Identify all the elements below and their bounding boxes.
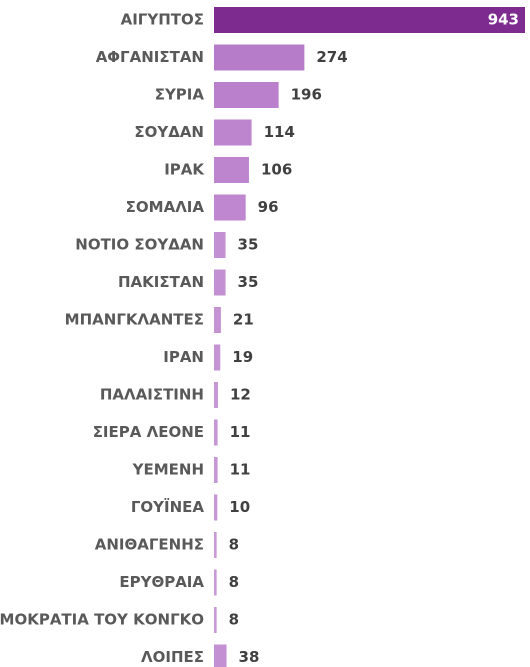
category-label: ΣΟΜΑΛΙΑ (126, 198, 205, 216)
bar (214, 569, 217, 596)
bar (214, 232, 226, 258)
value-label: 11 (230, 423, 251, 441)
bar (214, 7, 525, 33)
value-label: 8 (229, 536, 239, 554)
category-label: ΑΙΓΥΠΤΟΣ (121, 11, 204, 29)
bar (214, 457, 218, 483)
value-label: 21 (233, 311, 254, 329)
value-label: 35 (238, 236, 259, 254)
category-label: ΕΡΥΘΡΑΙΑ (119, 573, 204, 591)
category-label: ΝΟΤΙΟ ΣΟΥΔΑΝ (75, 236, 204, 254)
category-label: ΑΦΓΑΝΙΣΤΑΝ (96, 48, 204, 66)
bar (214, 44, 305, 71)
bar (214, 607, 217, 633)
value-label: 11 (230, 461, 251, 479)
value-label: 943 (488, 11, 519, 29)
category-label: ΔΗΜΟΚΡΑΤΙΑ ΤΟΥ ΚΟΝΓΚΟ (0, 611, 204, 629)
value-label: 8 (229, 611, 239, 629)
value-label: 114 (264, 123, 295, 141)
value-label: 12 (230, 386, 251, 404)
bar (214, 119, 252, 146)
value-label: 10 (229, 498, 250, 516)
bar (214, 157, 249, 183)
category-label: ΣΥΡΙΑ (155, 86, 205, 104)
bar (214, 194, 246, 221)
bar (214, 419, 218, 446)
bar (214, 307, 221, 333)
category-label: ΥΕΜΕΝΗ (132, 461, 204, 479)
value-label: 274 (316, 48, 347, 66)
bar (214, 344, 221, 371)
value-label: 96 (258, 198, 279, 216)
value-label: 35 (238, 273, 259, 291)
category-label: ΓΟΥΪΝΕΑ (131, 497, 205, 516)
value-label: 19 (232, 348, 253, 366)
category-label: ΙΡΑΚ (164, 161, 205, 179)
value-label: 38 (239, 648, 260, 666)
category-label: ΛΟΙΠΕΣ (141, 648, 204, 666)
category-label: ΙΡΑΝ (163, 348, 204, 366)
category-label: ΠΑΛΑΙΣΤΙΝΗ (100, 386, 204, 404)
bar (214, 494, 218, 521)
bar (214, 382, 218, 408)
category-label: ΜΠΑΝΓΚΛΑΝΤΕΣ (65, 311, 204, 329)
category-label: ΣΟΥΔΑΝ (134, 123, 204, 141)
category-label: ΑΝΙΘΑΓΕΝΗΣ (95, 536, 204, 554)
value-label: 106 (261, 161, 292, 179)
value-label: 8 (229, 573, 239, 591)
bar (214, 532, 217, 558)
bar (214, 82, 279, 108)
bar (214, 269, 226, 296)
category-label: ΠΑΚΙΣΤΑΝ (118, 273, 204, 291)
bar (214, 644, 227, 667)
value-label: 196 (291, 86, 322, 104)
category-label: ΣΙΕΡΑ ΛΕΟΝΕ (93, 423, 204, 441)
